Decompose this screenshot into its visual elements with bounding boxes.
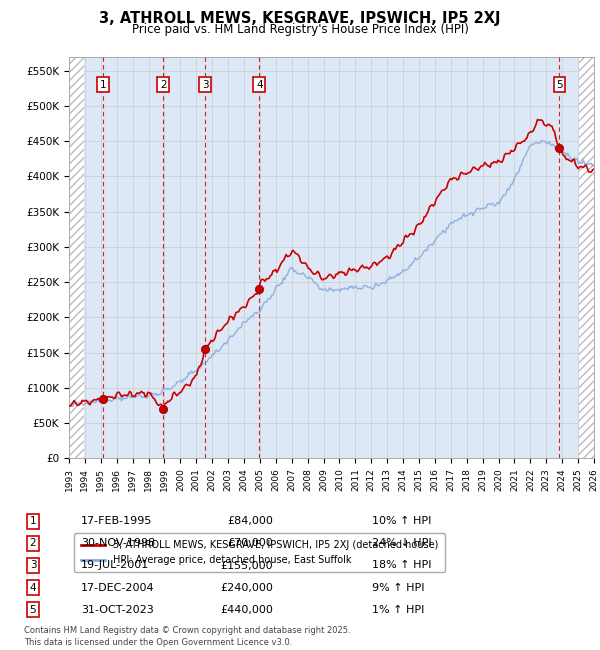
Bar [579,57,595,458]
Text: 5: 5 [556,80,563,90]
Text: Price paid vs. HM Land Registry's House Price Index (HPI): Price paid vs. HM Land Registry's House … [131,23,469,36]
Text: £240,000: £240,000 [220,582,273,593]
Text: 2: 2 [160,80,166,90]
Text: 17-DEC-2004: 17-DEC-2004 [81,582,155,593]
Text: 24% ↓ HPI: 24% ↓ HPI [372,538,431,549]
Text: 1% ↑ HPI: 1% ↑ HPI [372,604,424,615]
Text: 9% ↑ HPI: 9% ↑ HPI [372,582,425,593]
Text: 3: 3 [202,80,208,90]
Text: 3: 3 [29,560,37,571]
Text: 4: 4 [29,582,37,593]
Text: Contains HM Land Registry data © Crown copyright and database right 2025.
This d: Contains HM Land Registry data © Crown c… [24,626,350,647]
Text: 31-OCT-2023: 31-OCT-2023 [81,604,154,615]
Text: 18% ↑ HPI: 18% ↑ HPI [372,560,431,571]
Text: 3, ATHROLL MEWS, KESGRAVE, IPSWICH, IP5 2XJ: 3, ATHROLL MEWS, KESGRAVE, IPSWICH, IP5 … [99,10,501,26]
Text: 17-FEB-1995: 17-FEB-1995 [81,516,152,526]
Text: £155,000: £155,000 [220,560,273,571]
Text: 5: 5 [29,604,37,615]
Bar [69,57,84,458]
Text: £70,000: £70,000 [227,538,273,549]
Legend: 3, ATHROLL MEWS, KESGRAVE, IPSWICH, IP5 2XJ (detached house), HPI: Average price: 3, ATHROLL MEWS, KESGRAVE, IPSWICH, IP5 … [74,534,445,572]
Text: 10% ↑ HPI: 10% ↑ HPI [372,516,431,526]
Text: 1: 1 [29,516,37,526]
Text: 2: 2 [29,538,37,549]
Text: 19-JUL-2001: 19-JUL-2001 [81,560,149,571]
Text: £84,000: £84,000 [227,516,273,526]
Text: 30-NOV-1998: 30-NOV-1998 [81,538,155,549]
Text: 1: 1 [100,80,106,90]
Text: £440,000: £440,000 [220,604,273,615]
Text: 4: 4 [256,80,263,90]
